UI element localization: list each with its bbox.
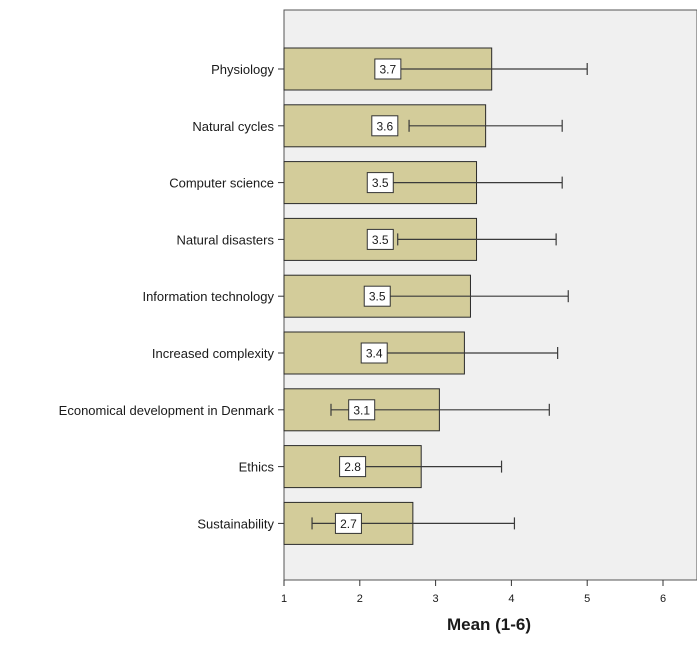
x-tick-label: 5 bbox=[584, 593, 590, 605]
data-label-box bbox=[363, 285, 391, 307]
category-label: Computer science bbox=[169, 176, 274, 191]
x-tick-label: 4 bbox=[508, 593, 514, 605]
data-label-box bbox=[366, 172, 394, 194]
data-label-box bbox=[366, 228, 394, 250]
data-label: 3.5 bbox=[372, 176, 389, 190]
data-label: 3.5 bbox=[369, 290, 386, 304]
data-label: 3.4 bbox=[366, 347, 383, 361]
x-axis-title: Mean (1-6) bbox=[447, 615, 531, 634]
data-label-box bbox=[371, 115, 399, 137]
data-label-box bbox=[348, 399, 376, 421]
category-label: Natural cycles bbox=[192, 119, 274, 134]
data-label: 3.7 bbox=[380, 63, 397, 77]
data-label: 2.7 bbox=[340, 517, 357, 531]
data-label: 3.5 bbox=[372, 233, 389, 247]
category-label: Economical development in Denmark bbox=[59, 403, 275, 418]
category-label: Sustainability bbox=[197, 516, 274, 531]
data-label: 3.1 bbox=[353, 403, 370, 417]
category-label: Physiology bbox=[211, 62, 274, 77]
data-label-box bbox=[339, 456, 367, 478]
data-label-box bbox=[334, 512, 362, 534]
x-tick-label: 2 bbox=[357, 593, 363, 605]
category-label: Information technology bbox=[142, 289, 274, 304]
x-tick-label: 6 bbox=[660, 593, 666, 605]
data-label-box bbox=[374, 58, 402, 80]
category-label: Ethics bbox=[239, 460, 275, 475]
x-tick-label: 3 bbox=[433, 593, 439, 605]
x-tick-label: 1 bbox=[281, 593, 287, 605]
data-label: 2.8 bbox=[344, 460, 361, 474]
data-label-box bbox=[360, 342, 388, 364]
category-label: Natural disasters bbox=[176, 232, 274, 247]
data-label: 3.6 bbox=[376, 119, 393, 133]
category-label: Increased complexity bbox=[152, 346, 275, 361]
